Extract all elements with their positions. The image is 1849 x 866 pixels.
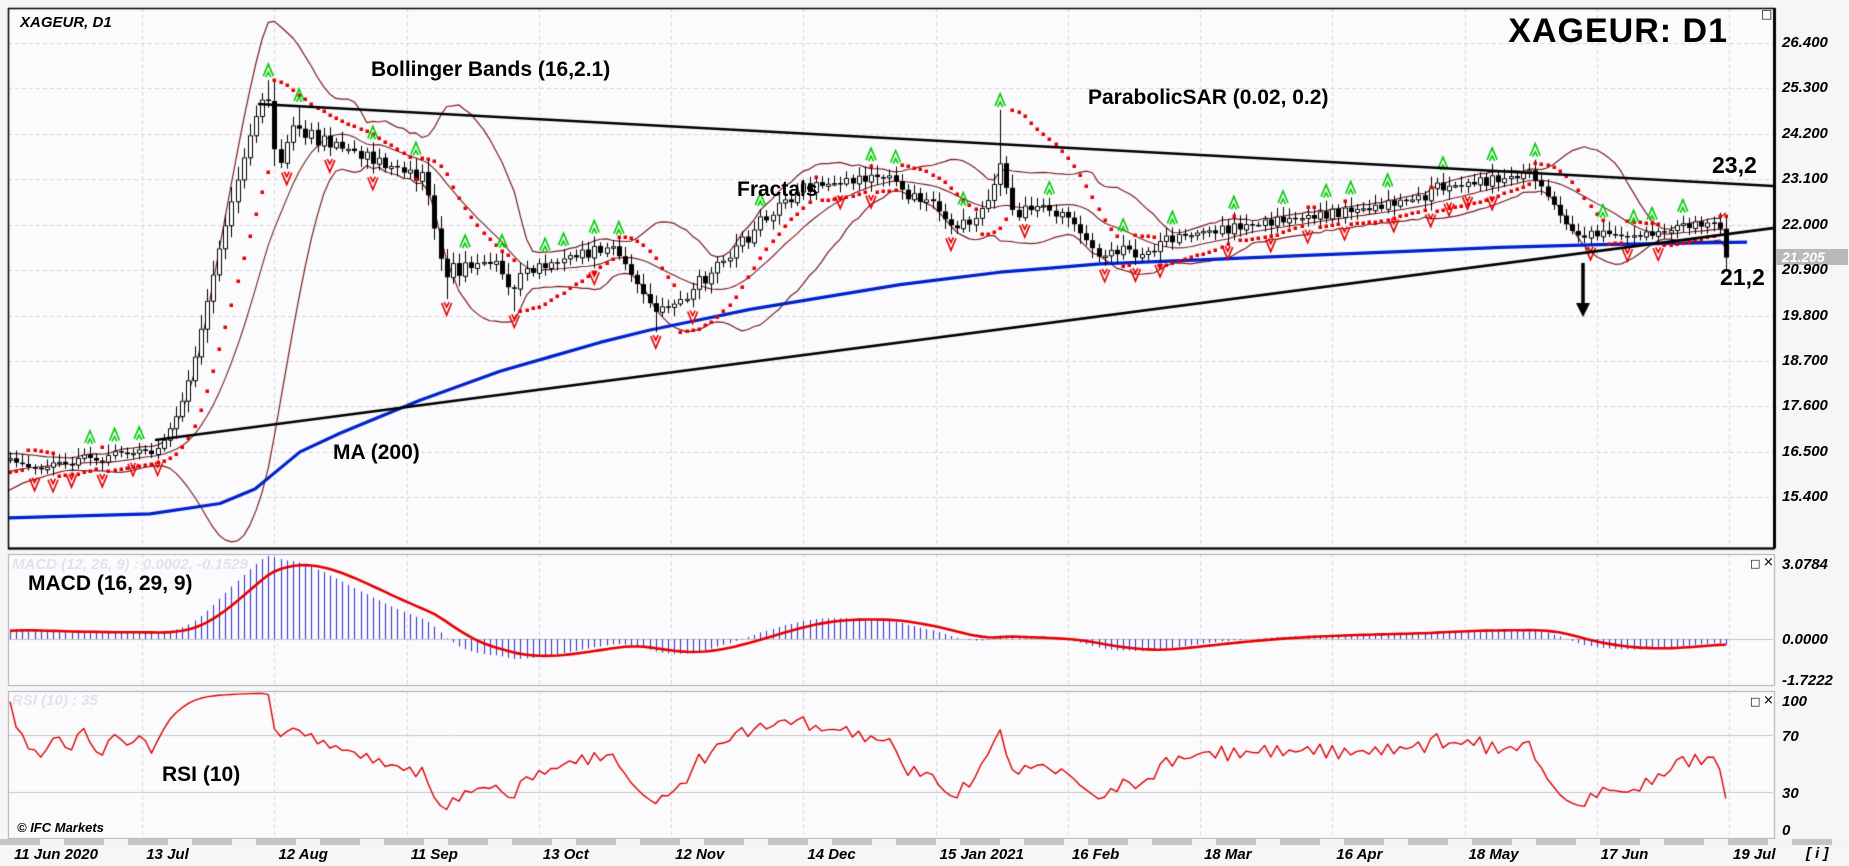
ma-200-label: MA (200) [333, 441, 420, 464]
date-label: 11 Sep [410, 846, 458, 863]
price-axis-label: 20.900 [1782, 261, 1828, 279]
parabolic-sar-label: ParabolicSAR (0.02, 0.2) [1088, 86, 1329, 109]
page-title: XAGEUR: D1 [1508, 12, 1728, 50]
date-label: 13 Oct [542, 846, 589, 863]
macd-axis-label: 0.0000 [1782, 631, 1828, 648]
rsi-axis-label: 70 [1782, 728, 1799, 745]
rsi-axis-label: 100 [1782, 693, 1808, 710]
date-label: 15 Jan 2021 [939, 846, 1024, 863]
date-label: 17 Jun [1600, 846, 1649, 863]
chart-corner-symbol: XAGEUR, D1 [20, 14, 112, 31]
date-label: 16 Apr [1336, 846, 1383, 863]
price-axis-label: 26.400 [1782, 34, 1828, 51]
macd-watermark: MACD (12, 26, 9) : 0.0002, -0.1529 [12, 556, 248, 573]
date-label: 11 Jun 2020 [14, 846, 98, 863]
rsi-close-button[interactable]: × [1763, 693, 1774, 708]
macd-axis-label: -1.7222 [1782, 672, 1833, 689]
price-axis-label: 19.800 [1782, 306, 1828, 324]
price-axis-label: 16.500 [1782, 442, 1828, 460]
price-axis-label: 23.100 [1782, 170, 1828, 188]
current-price-badge: 21.205 [1776, 249, 1848, 265]
timeline-scrollbar[interactable] [0, 839, 1849, 845]
copyright-label: © IFC Markets [17, 820, 104, 835]
date-label: 19 Jul [1732, 846, 1776, 863]
date-label: 12 Aug [278, 846, 328, 863]
date-label: 13 Jul [146, 846, 189, 863]
rsi-axis-label: 30 [1782, 785, 1799, 802]
date-label: 14 Dec [807, 846, 856, 863]
macd-close-button[interactable]: × [1763, 555, 1774, 570]
price-axis-label: 22.000 [1782, 215, 1828, 233]
price-axis-label: 17.600 [1782, 397, 1828, 415]
date-label: 18 Mar [1204, 846, 1252, 863]
rsi-minimize-button[interactable]: □ [1750, 695, 1761, 708]
rsi-label: RSI (10) [162, 763, 241, 786]
main-restore-button[interactable]: □ [1761, 7, 1773, 21]
rsi-watermark: RSI (10) : 35 [12, 692, 98, 709]
rsi-axis-label: 0 [1782, 822, 1791, 839]
macd-axis-label: 3.0784 [1782, 556, 1828, 573]
resistance-annotation: 23,2 [1712, 152, 1757, 178]
price-axis-label: 18.700 [1782, 352, 1828, 369]
date-label: 12 Nov [675, 846, 725, 863]
fractals-label: Fractals [737, 178, 818, 201]
price-axis-label: 25.300 [1782, 79, 1828, 97]
date-label: 18 May [1468, 846, 1519, 863]
price-axis-label: 15.400 [1782, 488, 1828, 506]
info-button[interactable]: [ i ] [1806, 845, 1829, 862]
price-axis-label: 24.200 [1782, 124, 1828, 142]
support-break-annotation: 21,2 [1720, 264, 1765, 290]
bollinger-label: Bollinger Bands (16,2.1) [371, 58, 611, 81]
macd-minimize-button[interactable]: □ [1750, 557, 1761, 570]
date-label: 16 Feb [1071, 846, 1120, 863]
macd-label: MACD (16, 29, 9) [28, 572, 193, 595]
